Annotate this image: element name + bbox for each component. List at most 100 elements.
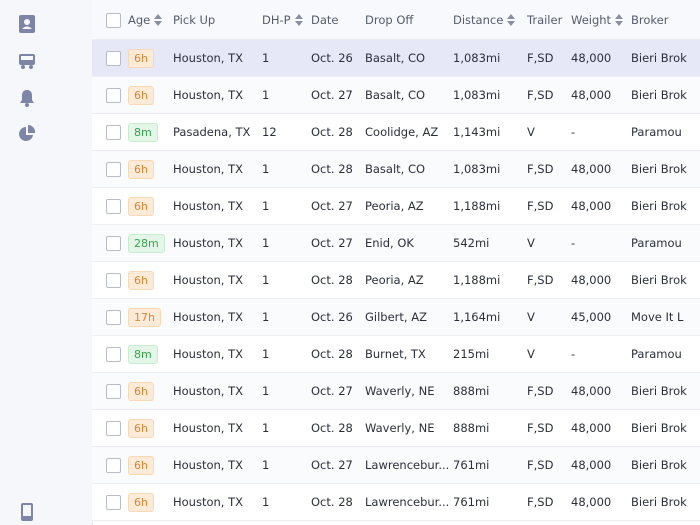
table-cell: F,SD bbox=[527, 273, 554, 287]
table-cell: Oct. 28 bbox=[311, 162, 353, 176]
table-cell: 6h bbox=[128, 447, 168, 483]
table-cell: Bieri Brok bbox=[631, 88, 687, 102]
load-row[interactable]: 17h Houston, TX 1 Oct. 26 Gilbert, AZ 1,164mi… bbox=[92, 299, 700, 336]
table-cell: 888mi bbox=[453, 384, 490, 398]
table-cell: Bieri Brok bbox=[631, 421, 687, 435]
table-cell: F,SD bbox=[527, 458, 554, 472]
table-cell: - bbox=[571, 236, 576, 250]
column-title: Pick Up bbox=[173, 12, 216, 27]
table-cell: 48,000 bbox=[571, 199, 612, 213]
column-title: Drop Off bbox=[365, 12, 414, 27]
sort-icon[interactable] bbox=[615, 13, 624, 26]
load-row[interactable]: 6h Houston, TX 1 Oct. 26 Basalt, CO 1,083mi F,… bbox=[92, 40, 700, 77]
table-cell: 48,000 bbox=[571, 162, 612, 176]
age-badge: 6h bbox=[128, 159, 154, 179]
row-checkbox[interactable] bbox=[106, 384, 121, 399]
table-cell: Bieri Brok bbox=[631, 495, 687, 509]
load-row[interactable]: 6h Houston, TX 1 Oct. 27 Lawrencebur... 761mi… bbox=[92, 447, 700, 484]
contacts-icon[interactable] bbox=[17, 14, 37, 34]
table-cell: 45,000 bbox=[571, 310, 612, 324]
table-cell: Paramou bbox=[631, 347, 682, 361]
table-cell: 761mi bbox=[453, 495, 490, 509]
load-row[interactable]: 8m Houston, TX 1 Oct. 28 Burnet, TX 215mi V - Pa… bbox=[92, 336, 700, 373]
table-cell: Bieri Brok bbox=[631, 273, 687, 287]
table-cell: Oct. 28 bbox=[311, 495, 353, 509]
table-cell: 8m bbox=[128, 114, 168, 150]
table-cell: Bieri Brok bbox=[631, 162, 687, 176]
age-badge: 6h bbox=[128, 418, 154, 438]
table-cell: Gilbert, AZ bbox=[365, 310, 427, 324]
table-cell: Oct. 27 bbox=[311, 88, 353, 102]
row-checkbox[interactable] bbox=[106, 310, 121, 325]
column-header[interactable]: Age bbox=[128, 0, 168, 39]
table-cell: 48,000 bbox=[571, 421, 612, 435]
load-row[interactable]: 6h Houston, TX 1 Oct. 27 Peoria, AZ 1,188mi F,… bbox=[92, 188, 700, 225]
table-cell: Lawrencebur... bbox=[365, 458, 450, 472]
sort-icon[interactable] bbox=[294, 13, 303, 26]
table-cell: Houston, TX bbox=[173, 199, 244, 213]
chart-icon[interactable] bbox=[17, 124, 37, 144]
column-header[interactable]: DH-P bbox=[262, 0, 308, 39]
row-checkbox[interactable] bbox=[106, 199, 121, 214]
table-cell: 6h bbox=[128, 484, 168, 520]
row-checkbox[interactable] bbox=[106, 88, 121, 103]
load-row[interactable]: 8m Pasadena, TX 12 Oct. 28 Coolidge, AZ 1,143… bbox=[92, 114, 700, 151]
column-header[interactable]: Distance bbox=[453, 0, 525, 39]
table-cell: 48,000 bbox=[571, 88, 612, 102]
mobile-icon[interactable] bbox=[17, 502, 37, 522]
column-header: Pick Up bbox=[173, 0, 259, 39]
table-cell: 6h bbox=[128, 188, 168, 224]
table-cell: 6h bbox=[128, 40, 168, 76]
load-row[interactable]: 28m Houston, TX 1 Oct. 27 Enid, OK 542mi V - Par… bbox=[92, 225, 700, 262]
row-checkbox[interactable] bbox=[106, 495, 121, 510]
table-cell: Peoria, AZ bbox=[365, 199, 424, 213]
table-cell: 1 bbox=[262, 199, 270, 213]
table-cell: 1,188mi bbox=[453, 199, 501, 213]
row-checkbox[interactable] bbox=[106, 162, 121, 177]
table-cell: 542mi bbox=[453, 236, 490, 250]
sort-icon[interactable] bbox=[154, 13, 163, 26]
age-badge: 8m bbox=[128, 344, 158, 364]
load-row[interactable]: 6h Houston, TX 1 Oct. 28 Waverly, NE 888mi F,S… bbox=[92, 410, 700, 447]
row-checkbox[interactable] bbox=[106, 458, 121, 473]
table-cell: Houston, TX bbox=[173, 236, 244, 250]
row-checkbox[interactable] bbox=[106, 236, 121, 251]
load-row[interactable]: 6h Houston, TX 1 Oct. 27 Basalt, CO 1,083mi F,… bbox=[92, 77, 700, 114]
table-cell: 1 bbox=[262, 236, 270, 250]
row-checkbox[interactable] bbox=[106, 125, 121, 140]
table-cell: 1 bbox=[262, 347, 270, 361]
table-cell: F,SD bbox=[527, 162, 554, 176]
truck-icon[interactable] bbox=[17, 51, 37, 71]
load-row[interactable]: 6h Houston, TX 1 Oct. 28 Lawrencebur... 761mi… bbox=[92, 484, 700, 521]
load-row[interactable]: 6h Houston, TX 1 Oct. 28 Basalt, CO 1,083mi F,… bbox=[92, 151, 700, 188]
table-cell: 1,083mi bbox=[453, 88, 501, 102]
table-cell: Houston, TX bbox=[173, 458, 244, 472]
column-header[interactable]: Weight bbox=[571, 0, 629, 39]
table-cell: 215mi bbox=[453, 347, 490, 361]
row-checkbox[interactable] bbox=[106, 273, 121, 288]
row-checkbox[interactable] bbox=[106, 421, 121, 436]
table-cell: Houston, TX bbox=[173, 162, 244, 176]
header-row: Age Pick Up DH-P Date Drop Off Distance Traile… bbox=[92, 0, 700, 40]
sidebar bbox=[0, 0, 93, 525]
row-checkbox[interactable] bbox=[106, 347, 121, 362]
loads-table: Age Pick Up DH-P Date Drop Off Distance Traile… bbox=[92, 0, 700, 525]
table-cell: 48,000 bbox=[571, 273, 612, 287]
table-cell: 1,188mi bbox=[453, 273, 501, 287]
age-badge: 6h bbox=[128, 455, 154, 475]
table-cell: Oct. 27 bbox=[311, 236, 353, 250]
column-header: Drop Off bbox=[365, 0, 451, 39]
row-checkbox[interactable] bbox=[106, 51, 121, 66]
select-all-checkbox[interactable] bbox=[106, 12, 121, 28]
sort-icon[interactable] bbox=[507, 13, 516, 26]
load-row[interactable]: 6h Houston, TX 1 Oct. 28 Peoria, AZ 1,188mi F,… bbox=[92, 262, 700, 299]
load-row[interactable]: 6h Houston, TX 1 Oct. 27 Waverly, NE 888mi F,S… bbox=[92, 373, 700, 410]
table-cell: 6h bbox=[128, 262, 168, 298]
table-cell: Burnet, TX bbox=[365, 347, 426, 361]
column-title: Distance bbox=[453, 12, 504, 27]
bell-icon[interactable] bbox=[17, 88, 37, 108]
column-title: Date bbox=[311, 12, 339, 27]
table-cell: Oct. 26 bbox=[311, 51, 353, 65]
table-cell: F,SD bbox=[527, 421, 554, 435]
